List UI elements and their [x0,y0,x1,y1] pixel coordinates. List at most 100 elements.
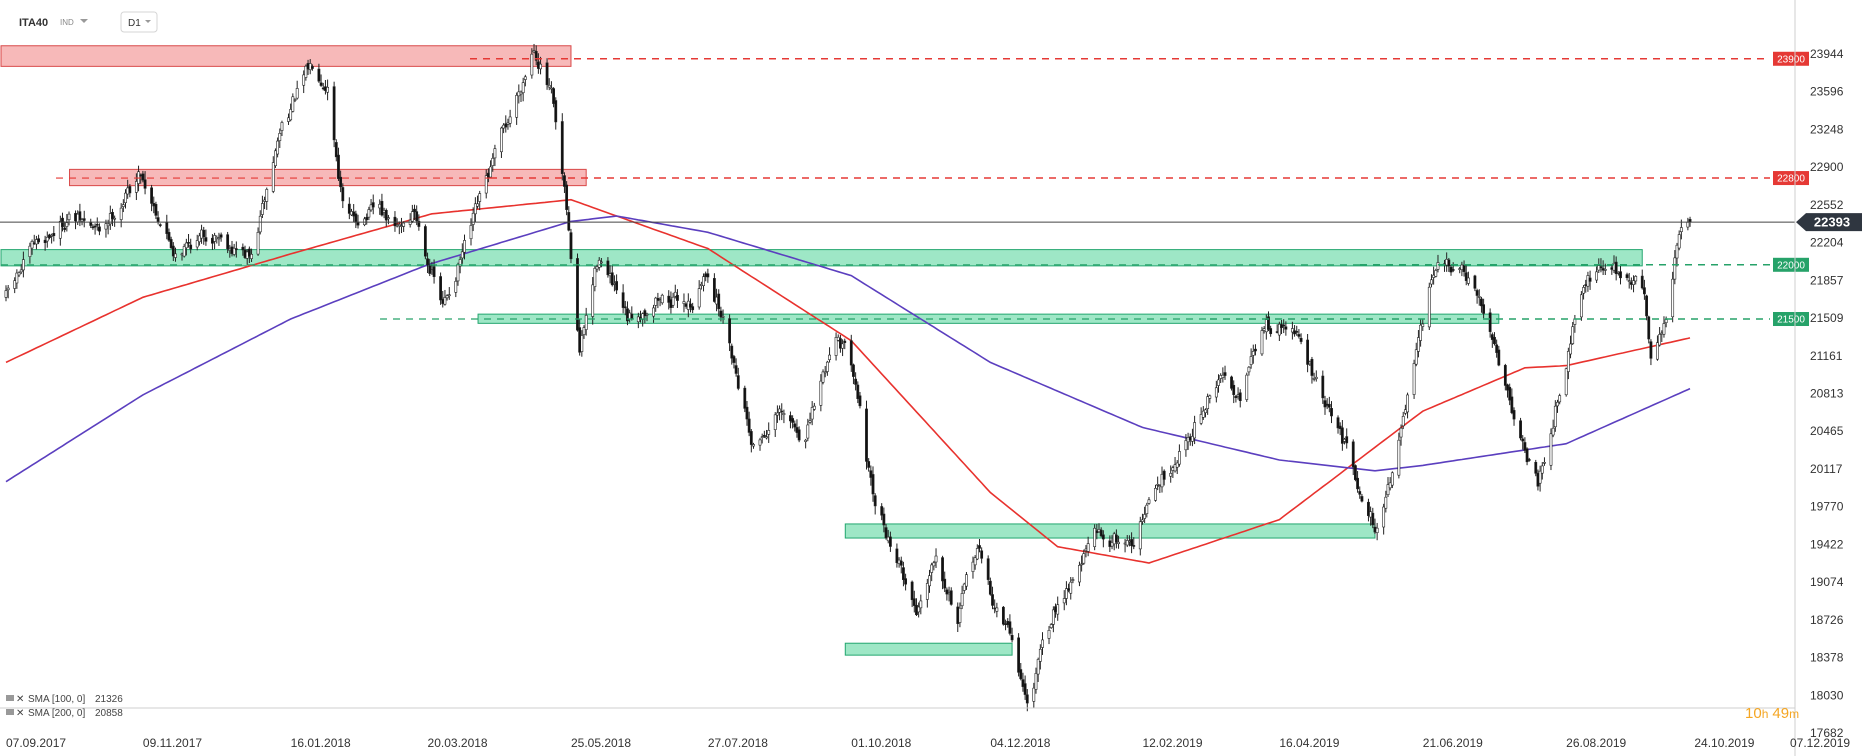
candle[interactable] [1321,370,1325,404]
candle[interactable] [337,147,340,181]
candle[interactable] [928,569,931,593]
candle[interactable] [880,503,884,521]
candle[interactable] [1399,424,1403,446]
candle[interactable] [367,206,371,221]
candle[interactable] [1310,356,1314,384]
candle[interactable] [443,289,447,306]
candle[interactable] [595,264,599,273]
candle[interactable] [1679,219,1683,240]
candle[interactable] [962,582,966,594]
candle[interactable] [560,113,564,181]
candle[interactable] [439,272,442,305]
candle[interactable] [491,153,495,172]
candle[interactable] [82,210,86,228]
candle[interactable] [28,242,32,264]
candle[interactable] [1525,447,1529,466]
candle[interactable] [1417,330,1420,358]
candle[interactable] [1595,266,1599,283]
candle[interactable] [584,307,588,336]
candle[interactable] [1141,513,1144,525]
candle[interactable] [547,78,551,91]
candle[interactable] [397,221,401,235]
candle[interactable] [1647,315,1651,344]
candle[interactable] [219,232,223,242]
candle[interactable] [1251,344,1255,364]
candle[interactable] [500,126,503,158]
candle[interactable] [849,334,853,372]
candle[interactable] [941,555,944,590]
candle[interactable] [1330,401,1333,424]
candle[interactable] [1527,457,1531,462]
candle[interactable] [334,139,338,162]
candle[interactable] [843,338,847,350]
candle[interactable] [623,300,627,316]
timeframe-selector[interactable] [120,11,158,33]
candle[interactable] [1086,536,1090,557]
candle[interactable] [676,289,679,308]
legend-sma200[interactable]: ✕ SMA [200, 0] 20858 [6,708,123,719]
candle[interactable] [780,403,784,421]
candle[interactable] [1619,266,1622,285]
candle[interactable] [1543,457,1546,466]
candle[interactable] [1582,285,1585,300]
candle[interactable] [1566,347,1570,380]
candle[interactable] [975,544,979,561]
candle[interactable] [1177,444,1181,467]
candle[interactable] [1390,471,1394,489]
candle[interactable] [293,98,297,103]
candle[interactable] [1238,389,1242,408]
candle[interactable] [1675,242,1679,267]
candle[interactable] [765,429,768,440]
candle[interactable] [1277,321,1281,342]
candle[interactable] [902,561,905,587]
candle[interactable] [1488,308,1492,338]
candle[interactable] [810,401,814,426]
candle[interactable] [949,587,953,606]
candle[interactable] [1160,466,1164,493]
candle[interactable] [825,360,829,376]
candle[interactable] [1234,395,1238,403]
candle[interactable] [280,120,284,136]
candle[interactable] [1038,644,1042,670]
candle[interactable] [580,330,584,357]
candle[interactable] [1421,318,1425,331]
candle[interactable] [971,556,975,579]
candle[interactable] [261,195,264,218]
candle[interactable] [1475,288,1479,304]
candle[interactable] [1008,614,1012,636]
candle[interactable] [958,602,962,628]
candle[interactable] [773,412,777,437]
candle[interactable] [1384,490,1388,513]
candle[interactable] [745,400,749,426]
candle[interactable] [760,433,764,444]
candle[interactable] [806,418,810,442]
candle[interactable] [445,294,449,301]
candle[interactable] [797,426,801,443]
candle[interactable] [919,594,923,615]
candle[interactable] [447,287,451,300]
candle[interactable] [1401,411,1405,430]
candle[interactable] [721,309,725,324]
candle[interactable] [1130,532,1133,554]
candle[interactable] [884,523,888,540]
candle[interactable] [539,56,542,75]
candle[interactable] [1645,294,1648,321]
candle[interactable] [150,184,153,212]
candle[interactable] [278,128,282,148]
candle[interactable] [93,223,97,235]
candle[interactable] [986,555,990,585]
candle[interactable] [1382,503,1386,535]
candle[interactable] [1658,327,1662,347]
candle[interactable] [1206,393,1210,415]
candle[interactable] [1412,359,1416,399]
candle[interactable] [1047,626,1051,645]
candle[interactable] [917,602,921,618]
candle[interactable] [1191,428,1194,447]
candle[interactable] [1671,271,1675,323]
candle[interactable] [1327,396,1331,413]
candle[interactable] [143,171,147,195]
candle[interactable] [295,80,299,100]
candle[interactable] [189,238,193,254]
candle[interactable] [98,223,101,236]
